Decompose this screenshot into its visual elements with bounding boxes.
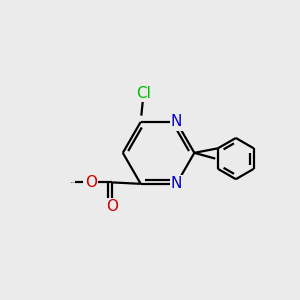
Text: O: O	[85, 175, 97, 190]
Text: O: O	[106, 199, 118, 214]
Text: N: N	[171, 114, 182, 129]
Text: methyl: methyl	[71, 182, 76, 183]
Text: N: N	[171, 176, 182, 191]
Text: Cl: Cl	[136, 86, 151, 101]
